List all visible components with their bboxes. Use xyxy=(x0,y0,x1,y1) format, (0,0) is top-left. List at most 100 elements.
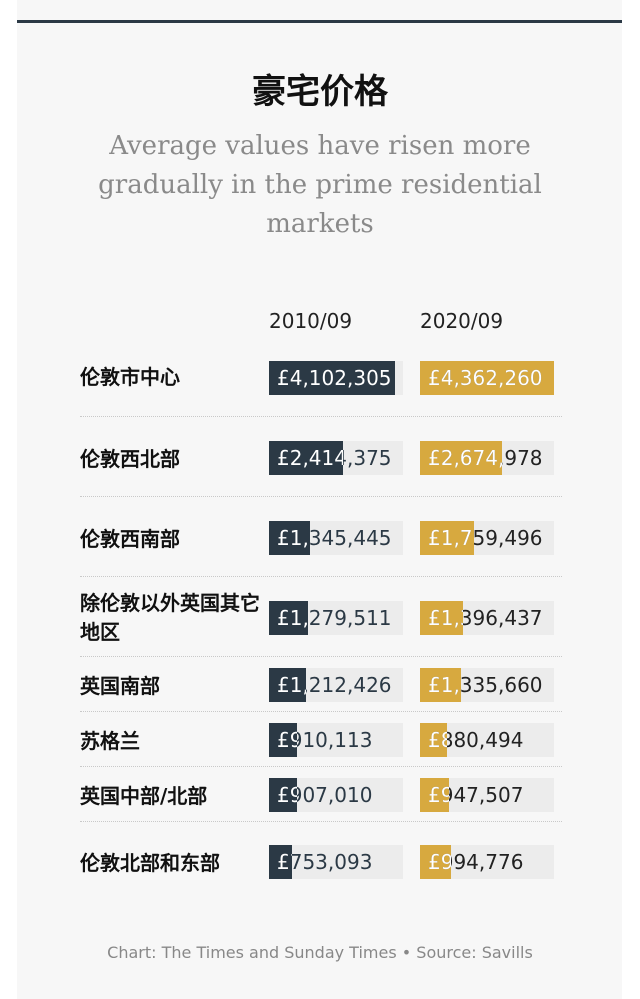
bar-value-label-inverse: £910,113 xyxy=(277,728,297,752)
category-label: 除伦敦以外英国其它地区 xyxy=(80,591,260,644)
bar-value-label-inverse: £1,759,496 xyxy=(428,526,474,550)
bar-2020 xyxy=(420,601,463,635)
row-divider xyxy=(80,821,562,822)
bar-2020 xyxy=(420,723,447,757)
bar-track: £994,776£994,776 xyxy=(420,845,554,879)
bar-value-label: £1,335,660 xyxy=(428,673,543,697)
column-header-2010: 2010/09 xyxy=(269,309,353,333)
bar-track: £2,414,375£2,414,375 xyxy=(269,441,403,475)
bar-value-overlay: £947,507 xyxy=(420,778,449,812)
bar-value-overlay: £1,335,660 xyxy=(420,668,461,702)
category-label: 伦敦北部和东部 xyxy=(80,851,220,875)
bar-value-label: £4,102,305 xyxy=(277,366,392,390)
bar-2010 xyxy=(269,441,343,475)
bar-2010 xyxy=(269,845,292,879)
bar-2010 xyxy=(269,668,306,702)
bar-value-overlay: £880,494 xyxy=(420,723,447,757)
bar-value-overlay: £910,113 xyxy=(269,723,297,757)
bar-2010 xyxy=(269,778,297,812)
bar-2020 xyxy=(420,521,474,555)
bar-2020 xyxy=(420,778,449,812)
bar-value-overlay: £4,102,305 xyxy=(269,361,395,395)
bar-2020 xyxy=(420,845,451,879)
bar-track: £1,396,437£1,396,437 xyxy=(420,601,554,635)
bar-2020 xyxy=(420,361,554,395)
chart-title: 豪宅价格 xyxy=(252,72,388,112)
bar-value-label: £1,759,496 xyxy=(428,526,543,550)
bar-value-label: £1,396,437 xyxy=(428,606,543,630)
row-divider xyxy=(80,416,562,417)
bar-2010 xyxy=(269,601,308,635)
bar-2020 xyxy=(420,668,461,702)
bar-track: £4,362,260 £4,362,260 xyxy=(420,361,554,395)
bar-value-overlay: £2,674,978 xyxy=(420,441,502,475)
bar-track: £1,345,445£1,345,445 xyxy=(269,521,403,555)
bar-value-label-inverse: £2,674,978 xyxy=(428,446,502,470)
bar-value-overlay: £907,010 xyxy=(269,778,297,812)
bar-value-label: £910,113 xyxy=(277,728,373,752)
bar-track: £1,335,660£1,335,660 xyxy=(420,668,554,702)
bar-track: £1,759,496£1,759,496 xyxy=(420,521,554,555)
category-label: 英国南部 xyxy=(80,674,160,698)
bar-track: £2,674,978£2,674,978 xyxy=(420,441,554,475)
row-divider xyxy=(80,496,562,497)
bar-value-label: £1,279,511 xyxy=(277,606,392,630)
bar-value-label-inverse: £1,396,437 xyxy=(428,606,463,630)
bar-value-label-inverse: £4,102,305 xyxy=(277,366,392,390)
bar-value-overlay: £753,093 xyxy=(269,845,292,879)
bar-value-label-inverse: £907,010 xyxy=(277,783,297,807)
top-rule xyxy=(17,20,622,23)
column-header-2020: 2020/09 xyxy=(420,309,504,333)
bar-value-overlay: £1,396,437 xyxy=(420,601,463,635)
bar-value-overlay: £1,212,426 xyxy=(269,668,306,702)
bar-2020 xyxy=(420,441,502,475)
bar-value-label-inverse: £1,212,426 xyxy=(277,673,306,697)
category-label: 伦敦西北部 xyxy=(80,447,180,471)
category-label: 伦敦市中心 xyxy=(80,365,180,389)
category-label: 英国中部/北部 xyxy=(80,784,208,808)
bar-track: £880,494£880,494 xyxy=(420,723,554,757)
bar-value-label: £1,212,426 xyxy=(277,673,392,697)
bar-value-overlay: £1,345,445 xyxy=(269,521,310,555)
bar-value-label: £753,093 xyxy=(277,850,373,874)
bar-value-label-inverse: £880,494 xyxy=(428,728,447,752)
chart-card xyxy=(17,0,622,999)
bar-track: £910,113£910,113 xyxy=(269,723,403,757)
bar-value-label: £2,414,375 xyxy=(277,446,392,470)
bar-value-label-inverse: £1,335,660 xyxy=(428,673,461,697)
bar-value-overlay: £1,279,511 xyxy=(269,601,308,635)
row-divider xyxy=(80,576,562,577)
bar-2010 xyxy=(269,521,310,555)
bar-2010 xyxy=(269,723,297,757)
bar-value-label-inverse: £753,093 xyxy=(277,850,292,874)
bar-value-label-inverse: £4,362,260 xyxy=(428,366,543,390)
bar-value-label: £994,776 xyxy=(428,850,524,874)
bar-value-label: £1,345,445 xyxy=(277,526,392,550)
category-label: 伦敦西南部 xyxy=(80,527,180,551)
bar-value-label-inverse: £2,414,375 xyxy=(277,446,343,470)
bar-value-label: £907,010 xyxy=(277,783,373,807)
bar-value-label-inverse: £1,345,445 xyxy=(277,526,310,550)
bar-track: £1,279,511£1,279,511 xyxy=(269,601,403,635)
chart-subtitle: Average values have risen more gradually… xyxy=(98,131,542,239)
bar-track: £4,102,305 £4,102,305 xyxy=(269,361,403,395)
chart-source: Chart: The Times and Sunday Times • Sour… xyxy=(107,943,533,962)
category-label: 苏格兰 xyxy=(80,729,140,753)
bar-track: £907,010£907,010 xyxy=(269,778,403,812)
bar-value-overlay: £4,362,260 xyxy=(420,361,554,395)
bar-value-label: £880,494 xyxy=(428,728,524,752)
bar-track: £947,507£947,507 xyxy=(420,778,554,812)
bar-value-overlay: £1,759,496 xyxy=(420,521,474,555)
bar-2010 xyxy=(269,361,395,395)
bar-value-label: £2,674,978 xyxy=(428,446,543,470)
bar-value-label: £4,362,260 xyxy=(428,366,543,390)
bar-value-label-inverse: £994,776 xyxy=(428,850,451,874)
bar-track: £753,093£753,093 xyxy=(269,845,403,879)
bar-value-overlay: £2,414,375 xyxy=(269,441,343,475)
bar-value-overlay: £994,776 xyxy=(420,845,451,879)
row-divider xyxy=(80,766,562,767)
row-divider xyxy=(80,711,562,712)
row-divider xyxy=(80,656,562,657)
bar-value-label: £947,507 xyxy=(428,783,524,807)
bar-value-label-inverse: £1,279,511 xyxy=(277,606,308,630)
